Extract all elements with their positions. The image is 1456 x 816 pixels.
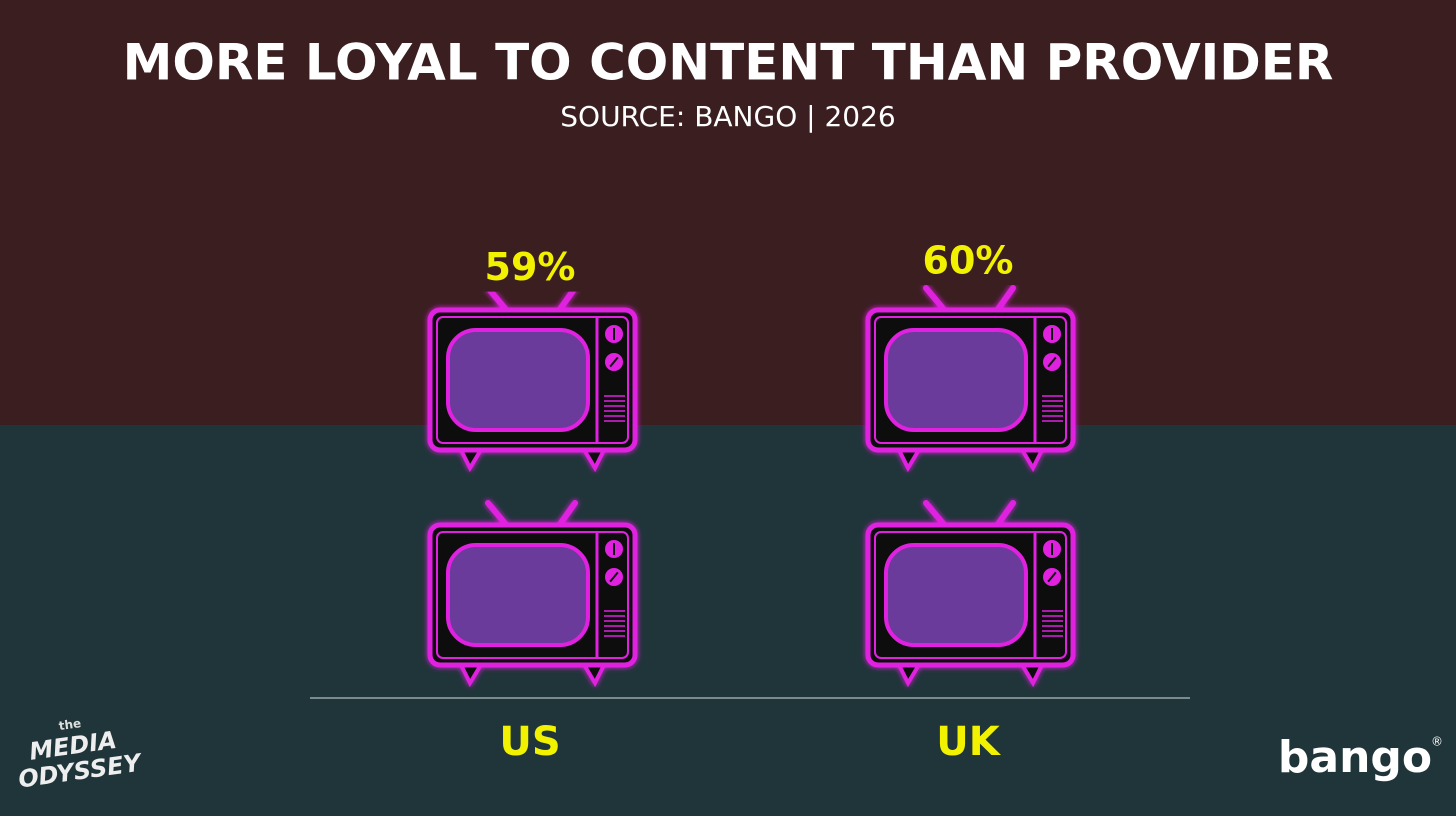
- tv-knob-mark: [1047, 356, 1057, 368]
- tv-body-inner: [874, 531, 1067, 659]
- tv-icon: [865, 500, 1076, 688]
- tv-body-inner: [436, 316, 629, 444]
- value-label: 59%: [485, 245, 576, 289]
- tv-icon: [427, 291, 638, 473]
- chart-subtitle: SOURCE: BANGO | 2026: [560, 100, 895, 133]
- value-label: 60%: [923, 239, 1014, 283]
- logo-right: bango: [1278, 732, 1432, 783]
- category-label: US: [499, 719, 560, 765]
- tv-screen: [884, 328, 1028, 432]
- tv-icon: [427, 500, 638, 688]
- pictograph-stack: [865, 285, 1076, 688]
- tv-knob-mark: [1047, 571, 1057, 583]
- tv-screen: [446, 543, 590, 647]
- tv-knob-mark: [609, 571, 619, 583]
- tv-body-inner: [436, 531, 629, 659]
- tv-knob-mark: [609, 356, 619, 368]
- tv-icon: [865, 285, 1076, 473]
- background-top: [0, 0, 1456, 425]
- tv-body-inner: [874, 316, 1067, 444]
- category-label: UK: [936, 719, 1001, 765]
- chart-title: MORE LOYAL TO CONTENT THAN PROVIDER: [123, 34, 1334, 92]
- logo-mark: ®: [1431, 735, 1443, 749]
- tv-screen: [884, 543, 1028, 647]
- pictograph-stack: [427, 291, 638, 688]
- tv-screen: [446, 328, 590, 432]
- background-bottom: [0, 425, 1456, 816]
- logo-text: the: [58, 716, 82, 733]
